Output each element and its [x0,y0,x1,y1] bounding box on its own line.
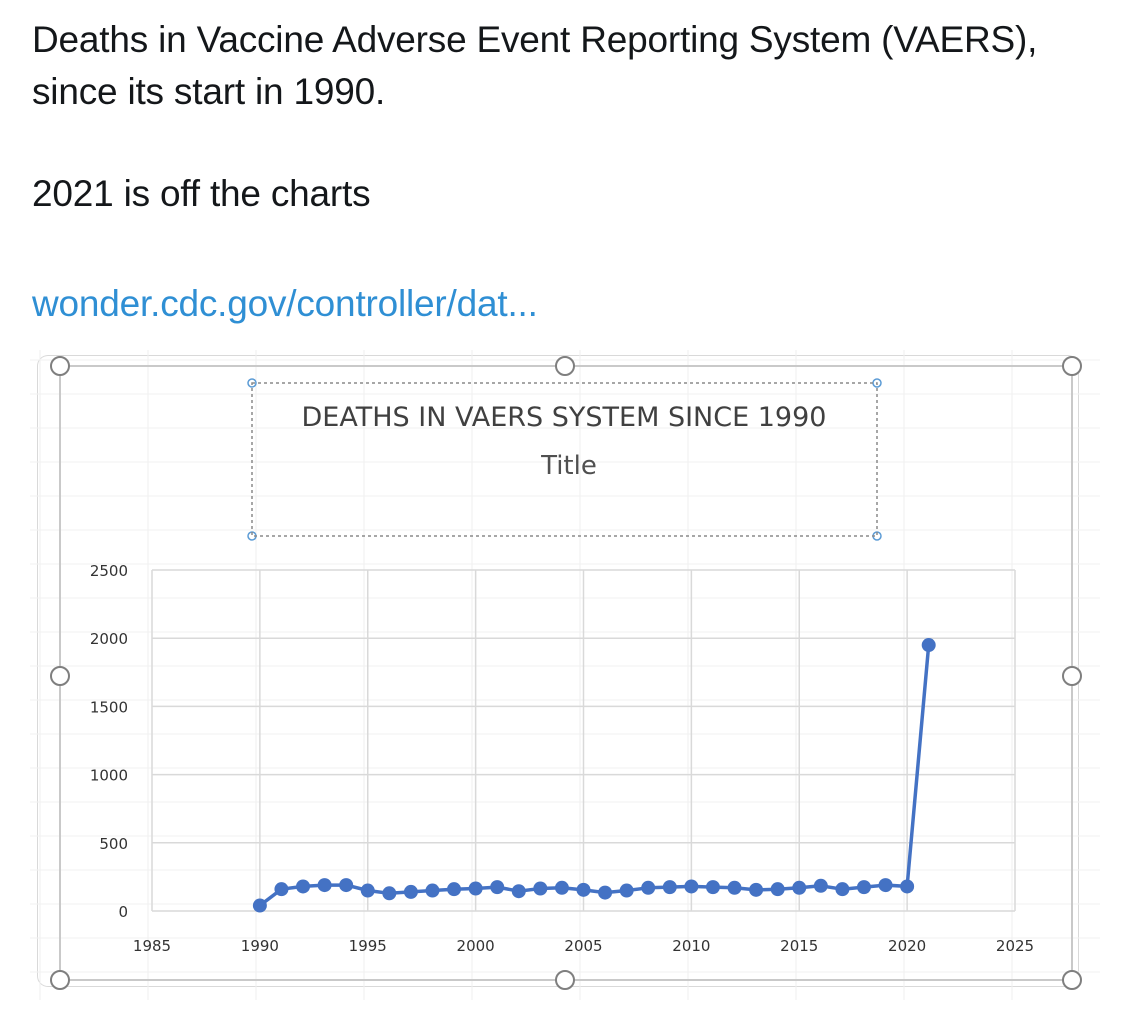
resize-handle [555,356,575,376]
title-box[interactable] [251,382,878,537]
data-point [554,880,569,895]
data-point [770,882,785,897]
resize-handle [50,970,70,990]
data-point [705,880,720,895]
x-tick-label: 1995 [349,937,387,955]
data-point [425,883,440,898]
data-point [878,878,893,893]
data-point [598,885,613,900]
x-tick-label: 2010 [672,937,710,955]
y-tick-label: 0 [118,903,128,921]
y-tick-label: 2000 [90,630,128,648]
sheet-gridlines [30,350,1100,1000]
data-point [252,898,267,913]
x-tick-label: 2005 [564,937,602,955]
data-point [533,881,548,896]
data-point [360,883,375,898]
data-point [749,882,764,897]
x-tick-label: 2025 [996,937,1034,955]
data-point [576,882,591,897]
plot-area: 1985 1990 1995 2000 2005 2010 2015 2020 2025 0 500… [90,562,1034,955]
selection-handles [50,356,1082,990]
x-tick-label: 2020 [888,937,926,955]
data-point [490,880,505,895]
data-point [619,883,634,898]
data-point [641,880,656,895]
y-tick-label: 1000 [90,767,128,785]
y-tick-label: 2500 [90,562,128,580]
data-point [511,884,526,899]
post-link[interactable]: wonder.cdc.gov/controller/dat... [32,283,538,324]
data-point [727,880,742,895]
resize-handle [1062,666,1082,686]
data-point [403,884,418,899]
data-point [921,638,936,653]
x-tick-label: 1985 [133,937,171,955]
resize-handle [1062,970,1082,990]
data-point [662,880,677,895]
post-text-line1: Deaths in Vaccine Adverse Event Reportin… [32,19,1038,112]
data-point [447,882,462,897]
y-tick-label: 500 [99,835,128,853]
data-point [382,886,397,901]
data-point [317,878,332,893]
resize-handle [50,666,70,686]
data-point [792,880,807,895]
data-point [684,879,699,894]
x-tick-label: 1990 [241,937,279,955]
y-tick-label: 1500 [90,698,128,716]
x-tick-label: 2015 [780,937,818,955]
data-point [296,879,311,894]
data-point [274,882,289,897]
data-point [856,880,871,895]
chart-title: DEATHS IN VAERS SYSTEM SINCE 1990 [302,402,827,433]
data-point [900,879,915,894]
resize-handle [555,970,575,990]
data-point [835,882,850,897]
post-text-line2: 2021 is off the charts [32,173,371,214]
resize-handle [50,356,70,376]
data-point [468,881,483,896]
resize-handle [1062,356,1082,376]
chart-subtitle: Title [540,451,597,481]
data-point [339,878,354,893]
x-tick-label: 2000 [457,937,495,955]
data-point [813,878,828,893]
